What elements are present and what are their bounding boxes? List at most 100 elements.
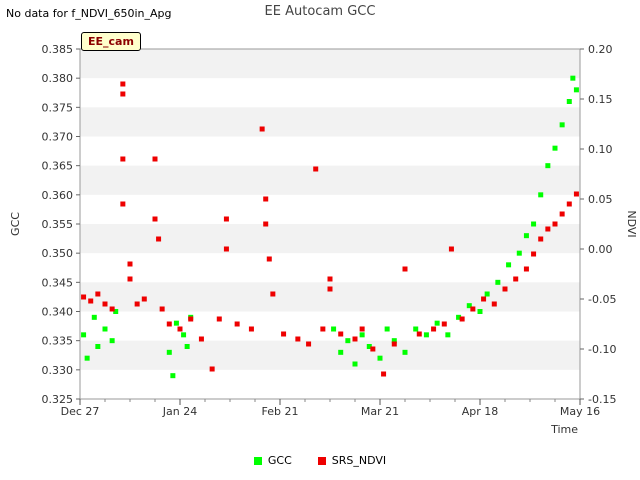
y-tick-label: 0.365 [42, 160, 74, 173]
ndvi-point [109, 306, 115, 312]
ndvi-point [266, 256, 272, 262]
legend-item-gcc: GCC [253, 454, 292, 467]
gcc-point [352, 361, 358, 367]
ndvi-point [338, 331, 344, 337]
ndvi-point [81, 294, 87, 300]
ndvi-point [502, 286, 508, 292]
ndvi-point [416, 331, 422, 337]
ndvi-point [120, 156, 126, 162]
site-tag: EE_cam [81, 32, 141, 51]
ndvi-point [470, 306, 476, 312]
gcc-point [109, 338, 115, 344]
ndvi-point [127, 276, 133, 282]
gcc-point [166, 349, 172, 355]
gcc-point [484, 291, 490, 297]
ndvi-point [223, 216, 229, 222]
ndvi-point [327, 276, 333, 282]
gcc-point [477, 309, 483, 314]
ndvi-point [313, 166, 319, 172]
ndvi-point [306, 341, 312, 347]
grid-band [80, 224, 580, 254]
gcc-point [345, 338, 351, 344]
gcc-point [495, 279, 501, 285]
grid-band [80, 165, 580, 195]
ndvi-point [491, 301, 497, 307]
ndvi-point [152, 216, 158, 222]
ndvi-point [102, 301, 108, 307]
legend-label-ndvi: SRS_NDVI [331, 454, 387, 467]
ndvi-point [459, 316, 465, 322]
y-tick-label: 0.345 [42, 276, 74, 289]
gcc-point [81, 332, 87, 338]
ndvi-point [177, 326, 183, 332]
gcc-point [331, 326, 337, 332]
ndvi-point [448, 246, 454, 252]
gcc-point [391, 338, 397, 344]
gcc-point [434, 320, 440, 326]
gcc-point [95, 344, 101, 349]
ndvi-point [538, 236, 544, 242]
ndvi-point [441, 321, 447, 327]
gcc-point [384, 326, 390, 332]
ndvi-point [545, 226, 551, 232]
ndvi-point [559, 211, 565, 217]
ndvi-point [381, 371, 387, 377]
ndvi-point [263, 221, 269, 227]
y-tick-label: 0.325 [42, 393, 74, 406]
ndvi-point [352, 336, 358, 342]
y-tick-label: 0.380 [42, 72, 74, 85]
gcc-point [377, 355, 383, 361]
ndvi-point [166, 321, 172, 327]
no-data-notice: No data for f_NDVI_650in_Apg [6, 7, 172, 20]
ndvi-point [198, 336, 204, 342]
grid-band [80, 49, 580, 79]
ndvi-point [120, 91, 126, 97]
ndvi-point [152, 156, 158, 162]
ndvi-point [209, 366, 215, 372]
ndvi-point [159, 306, 165, 312]
ndvi-point [259, 126, 265, 132]
legend: GCC SRS_NDVI [0, 454, 640, 467]
y2-tick-label: -0.10 [588, 343, 616, 356]
ndvi-point [156, 236, 162, 242]
legend-swatch-gcc [253, 456, 262, 465]
ndvi-point [223, 246, 229, 252]
x-tick-label: Dec 27 [61, 405, 100, 418]
ndvi-point [370, 346, 376, 352]
gcc-point [531, 221, 537, 227]
ndvi-point [270, 291, 276, 297]
y2-tick-label: -0.15 [588, 393, 616, 406]
ndvi-point [391, 341, 397, 347]
gcc-point [91, 314, 97, 320]
grid-band [80, 107, 580, 137]
gcc-point [359, 332, 365, 338]
gcc-point [538, 192, 544, 198]
y2-tick-label: 0.00 [588, 243, 613, 256]
ndvi-point [552, 221, 558, 227]
ndvi-point [95, 291, 101, 297]
gcc-point [545, 163, 551, 169]
gcc-point [566, 99, 572, 104]
ndvi-point [431, 326, 437, 332]
y-tick-label: 0.330 [42, 364, 74, 377]
y2-tick-label: 0.10 [588, 143, 613, 156]
gcc-point [173, 320, 179, 326]
gcc-point [423, 332, 429, 338]
gcc-point [170, 373, 176, 379]
ndvi-point [88, 298, 94, 304]
y-tick-label: 0.335 [42, 335, 74, 348]
legend-label-gcc: GCC [267, 454, 292, 467]
ndvi-point [141, 296, 147, 302]
gcc-point [402, 349, 408, 355]
x-tick-label: Feb 21 [262, 405, 299, 418]
ndvi-point [134, 301, 140, 307]
gcc-point [516, 250, 522, 256]
y-tick-label: 0.350 [42, 247, 74, 260]
y2-tick-label: 0.20 [588, 43, 613, 56]
chart-title: EE Autocam GCC [264, 4, 376, 19]
x-tick-label: Jan 24 [162, 405, 197, 418]
gcc-point [181, 332, 187, 338]
ndvi-point [216, 316, 222, 322]
ndvi-point [359, 326, 365, 332]
